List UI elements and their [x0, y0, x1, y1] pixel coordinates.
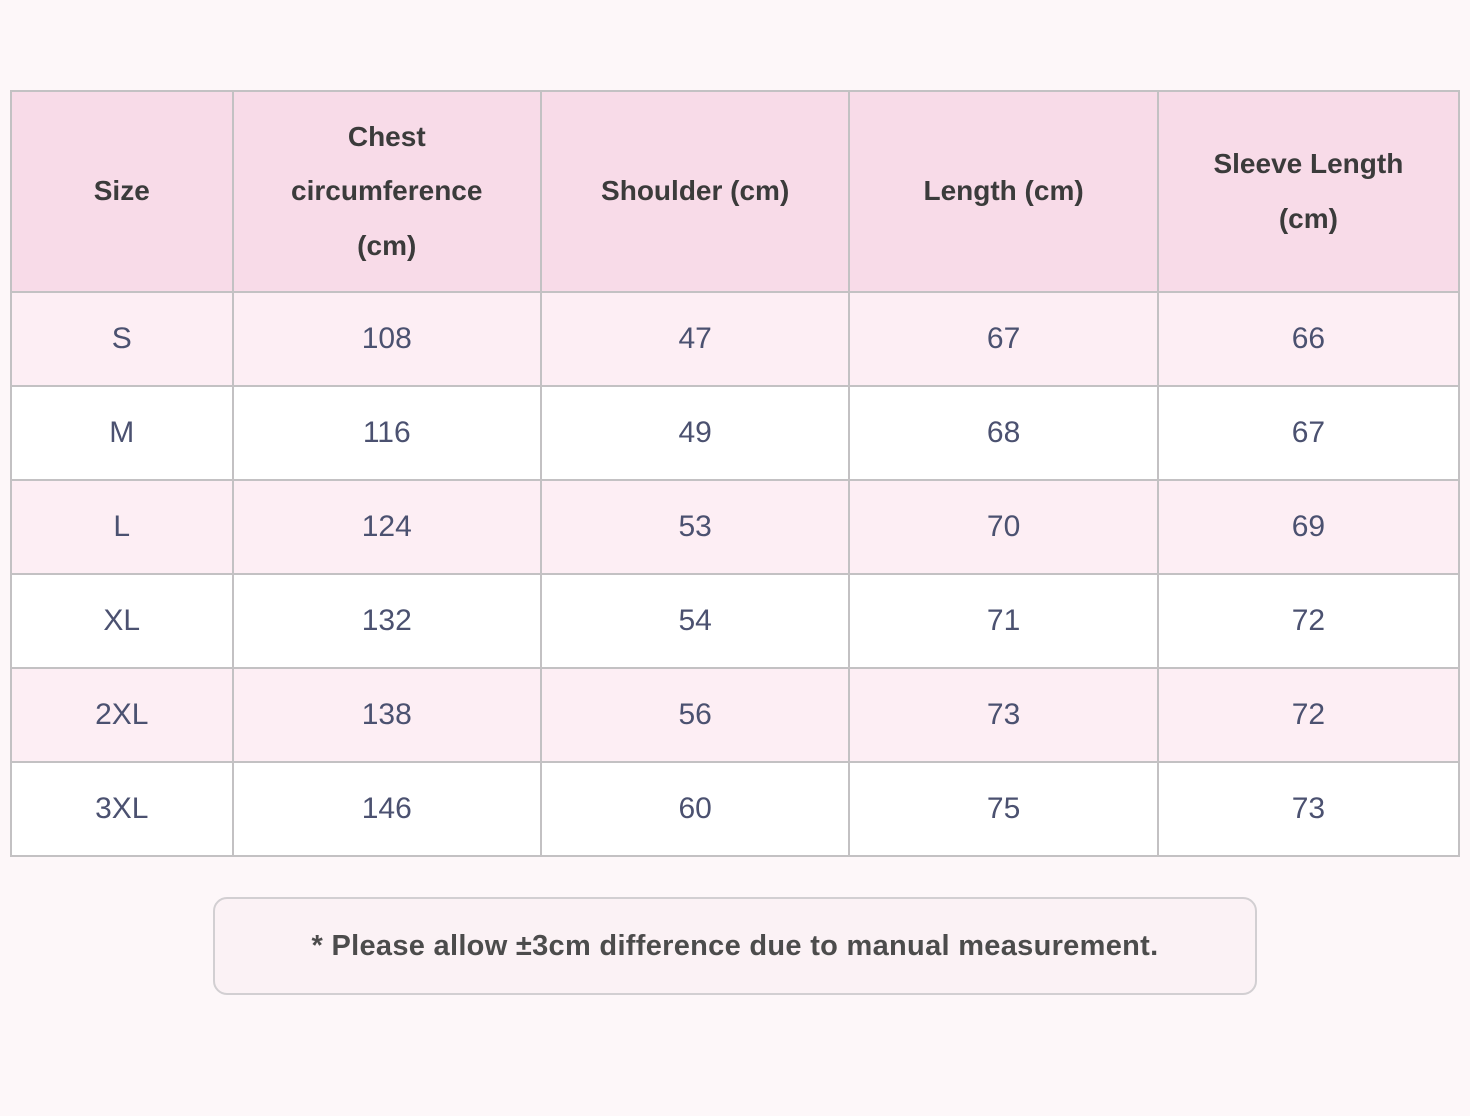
chest-cell: 138 [231, 667, 542, 763]
column-header-size: Size [10, 90, 234, 293]
length-cell: 75 [848, 761, 1159, 857]
header-row: Size Chest circumference (cm) Shoulder (… [10, 90, 1461, 293]
length-cell: 67 [848, 291, 1159, 387]
measurement-note-text: * Please allow ±3cm difference due to ma… [311, 929, 1159, 962]
sleeve-cell: 66 [1156, 291, 1461, 387]
shoulder-cell: 47 [539, 291, 851, 387]
shoulder-cell: 60 [539, 761, 851, 857]
size-cell: XL [10, 573, 234, 669]
table-row-l: L 124 53 70 69 [10, 479, 1461, 575]
sleeve-cell: 73 [1156, 761, 1461, 857]
chest-cell: 146 [231, 761, 542, 857]
table-row-2xl: 2XL 138 56 73 72 [10, 667, 1461, 763]
table-row-3xl: 3XL 146 60 75 73 [10, 761, 1461, 857]
table-row-s: S 108 47 67 66 [10, 291, 1461, 387]
table-row-m: M 116 49 68 67 [10, 385, 1461, 481]
column-header-shoulder: Shoulder (cm) [539, 90, 851, 293]
chest-cell: 124 [231, 479, 542, 575]
chest-cell: 108 [231, 291, 542, 387]
size-cell: 3XL [10, 761, 234, 857]
shoulder-cell: 56 [539, 667, 851, 763]
size-cell: 2XL [10, 667, 234, 763]
chest-cell: 132 [231, 573, 542, 669]
sleeve-cell: 72 [1156, 573, 1461, 669]
shoulder-cell: 49 [539, 385, 851, 481]
column-header-sleeve-length: Sleeve Length (cm) [1156, 90, 1461, 293]
column-header-length: Length (cm) [848, 90, 1159, 293]
measurement-note: * Please allow ±3cm difference due to ma… [213, 897, 1257, 995]
length-cell: 73 [848, 667, 1159, 763]
length-cell: 68 [848, 385, 1159, 481]
shoulder-cell: 54 [539, 573, 851, 669]
size-chart-header: Size Chest circumference (cm) Shoulder (… [10, 90, 1461, 293]
column-header-chest-circumference: Chest circumference (cm) [231, 90, 542, 293]
size-chart-table: Size Chest circumference (cm) Shoulder (… [10, 90, 1461, 857]
chest-cell: 116 [231, 385, 542, 481]
table-row-xl: XL 132 54 71 72 [10, 573, 1461, 669]
sleeve-cell: 69 [1156, 479, 1461, 575]
shoulder-cell: 53 [539, 479, 851, 575]
size-chart-body: S 108 47 67 66 M 116 49 68 67 L 124 53 7… [10, 291, 1461, 857]
size-cell: M [10, 385, 234, 481]
length-cell: 70 [848, 479, 1159, 575]
sleeve-cell: 67 [1156, 385, 1461, 481]
size-cell: L [10, 479, 234, 575]
length-cell: 71 [848, 573, 1159, 669]
sleeve-cell: 72 [1156, 667, 1461, 763]
size-cell: S [10, 291, 234, 387]
